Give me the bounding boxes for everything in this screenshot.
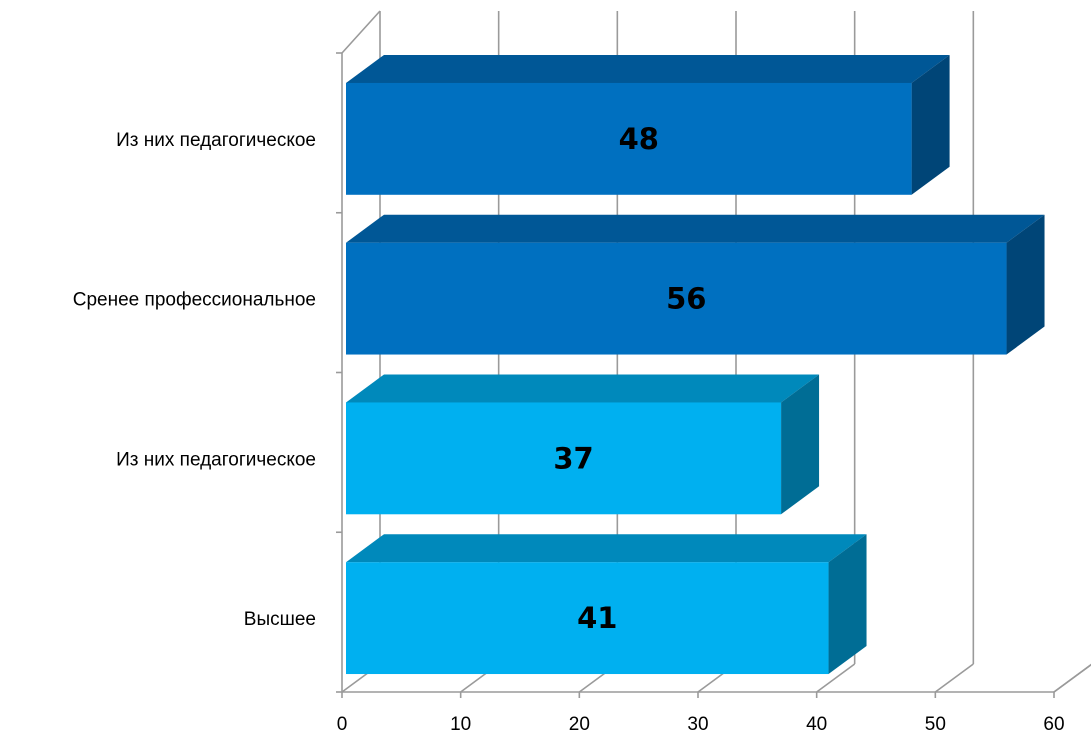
x-tick-label: 10 (450, 714, 471, 735)
bar-top-face (346, 214, 1045, 243)
category-label: Высшее (244, 609, 316, 630)
category-label: Из них педагогическое (116, 130, 316, 151)
data-label: 37 (553, 441, 593, 475)
bar-side-face (911, 54, 950, 195)
data-label: 41 (577, 601, 617, 635)
side-wall-top-edge (341, 10, 381, 54)
bar (346, 242, 1007, 355)
x-tick-label: 30 (687, 714, 708, 735)
bar-top-face (346, 534, 867, 563)
x-tick-label: 40 (806, 714, 827, 735)
category-label: Сренее профессиональное (73, 290, 316, 311)
bar (346, 82, 912, 195)
bar-top-face (346, 374, 820, 403)
bar-side-face (1006, 214, 1045, 355)
x-tick-label: 60 (1043, 714, 1064, 735)
bar-side-face (828, 534, 867, 675)
labels: 41 Высшее 37 Из них педагогическое 56 Сренее … (73, 122, 1065, 735)
bar (346, 402, 782, 515)
floor-gridline (934, 663, 974, 693)
bar-side-face (781, 374, 820, 515)
bars (346, 54, 1045, 675)
data-label: 56 (666, 282, 706, 316)
floor-gridline (1053, 663, 1091, 693)
floor-gridline (816, 663, 856, 693)
category-label: Из них педагогическое (116, 449, 316, 470)
data-label: 48 (619, 122, 659, 156)
x-tick-label: 20 (569, 714, 590, 735)
x-tick-label: 50 (925, 714, 946, 735)
x-tick-label: 0 (337, 714, 348, 735)
bar-top-face (346, 54, 950, 83)
bar (346, 562, 829, 675)
